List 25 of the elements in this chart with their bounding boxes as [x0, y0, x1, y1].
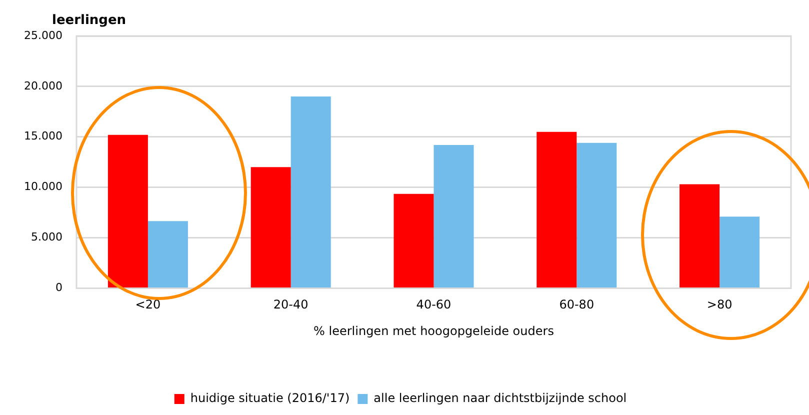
bar: [148, 221, 188, 288]
y-tick-label: 0: [55, 281, 62, 294]
x-axis-title: % leerlingen met hoogopgeleide ouders: [314, 324, 554, 338]
bar: [108, 134, 148, 288]
x-tick-label: 60-80: [559, 298, 594, 312]
y-axis-title: leerlingen: [52, 13, 126, 28]
legend-label: huidige situatie (2016/'17): [190, 391, 350, 406]
bar: [680, 184, 720, 288]
x-tick-label: 20-40: [273, 298, 308, 312]
x-tick-label: 40-60: [416, 298, 452, 312]
legend-label: alle leerlingen naar dichtstbijzijnde school: [374, 391, 627, 406]
y-tick-label: 5.000: [30, 230, 62, 244]
y-tick-label: 15.000: [24, 130, 62, 143]
bar: [536, 132, 577, 288]
bar: [394, 194, 434, 288]
bar: [434, 144, 474, 288]
bar: [290, 96, 331, 288]
bar: [250, 167, 291, 288]
y-tick-label: 20.000: [24, 79, 62, 92]
x-tick-label: <20: [135, 298, 161, 312]
x-tick-label: >80: [706, 298, 732, 312]
y-tick-label: 25.000: [24, 28, 62, 42]
bar: [576, 142, 617, 288]
y-tick-label: 10.000: [24, 180, 62, 194]
bar: [720, 216, 760, 288]
